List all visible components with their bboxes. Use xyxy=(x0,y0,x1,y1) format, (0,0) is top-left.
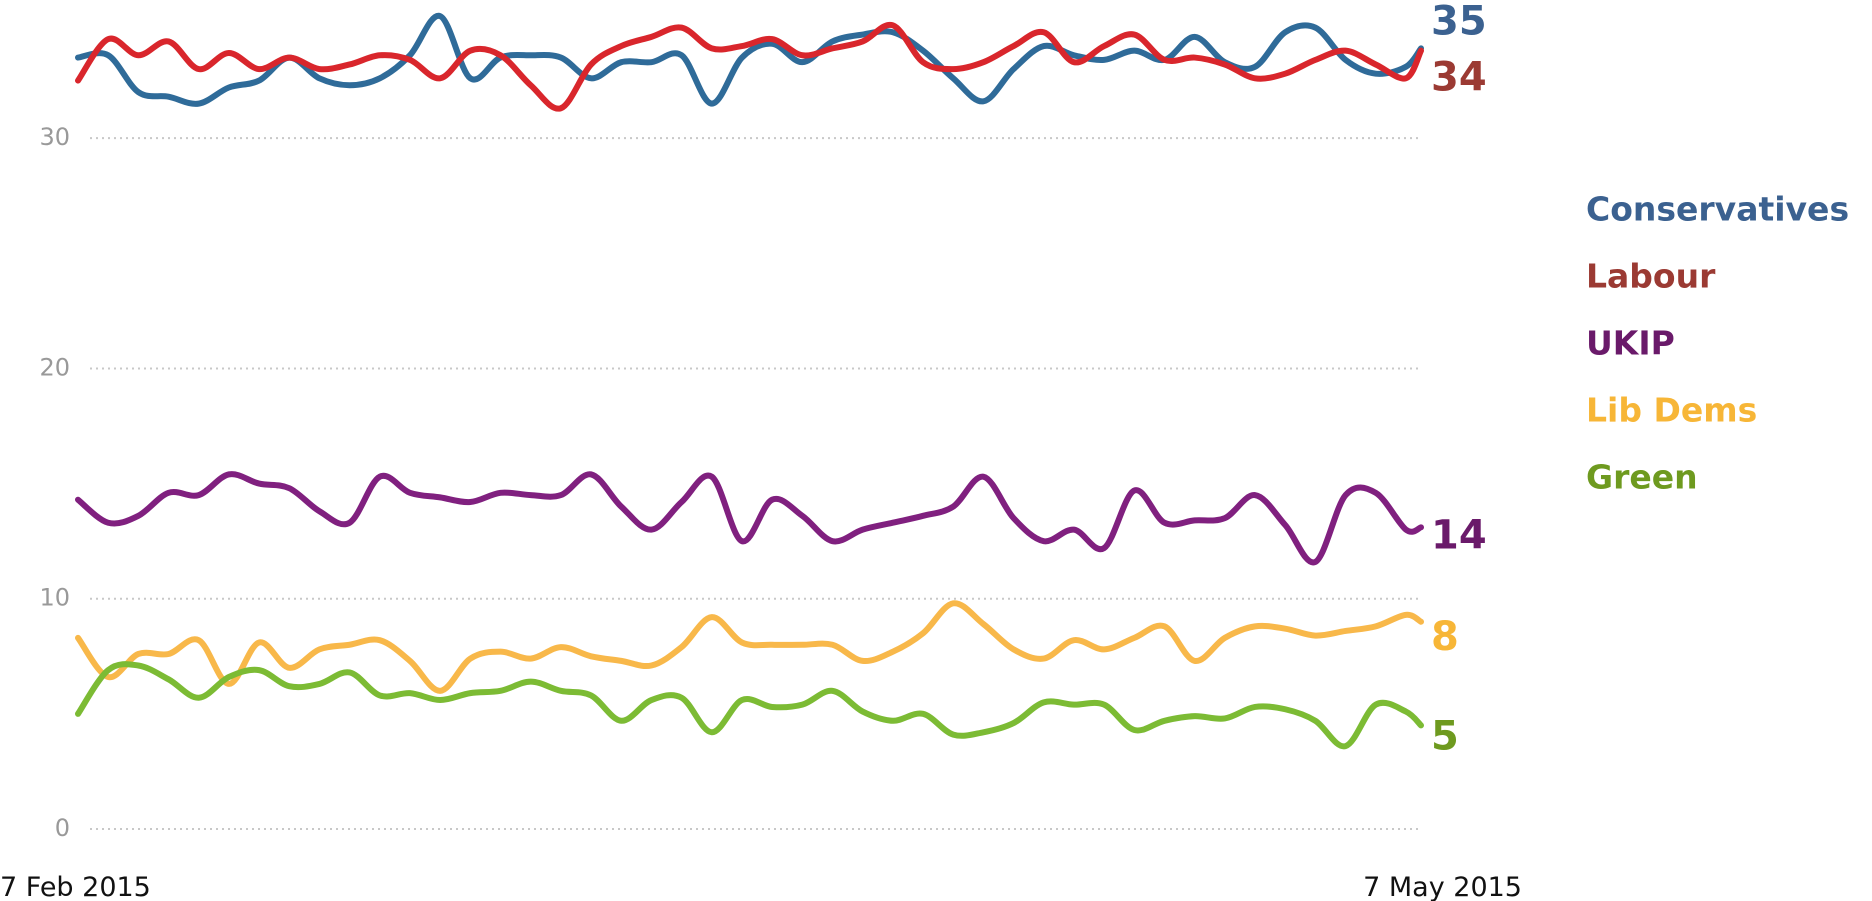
series-line xyxy=(75,600,1424,694)
y-tick-label: 0 xyxy=(55,814,70,842)
series-line xyxy=(75,13,1424,107)
x-tick-label: 7 May 2015 xyxy=(1363,872,1522,901)
legend-entry: Lib Dems xyxy=(1586,391,1757,430)
end-label: 35 xyxy=(1431,0,1487,44)
end-label: 34 xyxy=(1431,55,1487,101)
series-line xyxy=(75,471,1424,566)
legend-entry: Labour xyxy=(1586,257,1716,296)
x-tick-label: 7 Feb 2015 xyxy=(0,872,151,901)
series-line xyxy=(75,661,1424,750)
y-tick-label: 30 xyxy=(39,123,70,151)
end-label: 8 xyxy=(1431,614,1459,660)
end-label: 14 xyxy=(1431,512,1487,558)
series-line xyxy=(75,21,1424,112)
legend-entry: Green xyxy=(1586,458,1698,497)
y-tick-label: 20 xyxy=(39,353,70,381)
legend-entry: UKIP xyxy=(1586,324,1675,363)
end-label: 5 xyxy=(1431,713,1459,759)
legend-entry: Conservatives xyxy=(1586,190,1849,229)
y-tick-label: 10 xyxy=(39,584,70,612)
